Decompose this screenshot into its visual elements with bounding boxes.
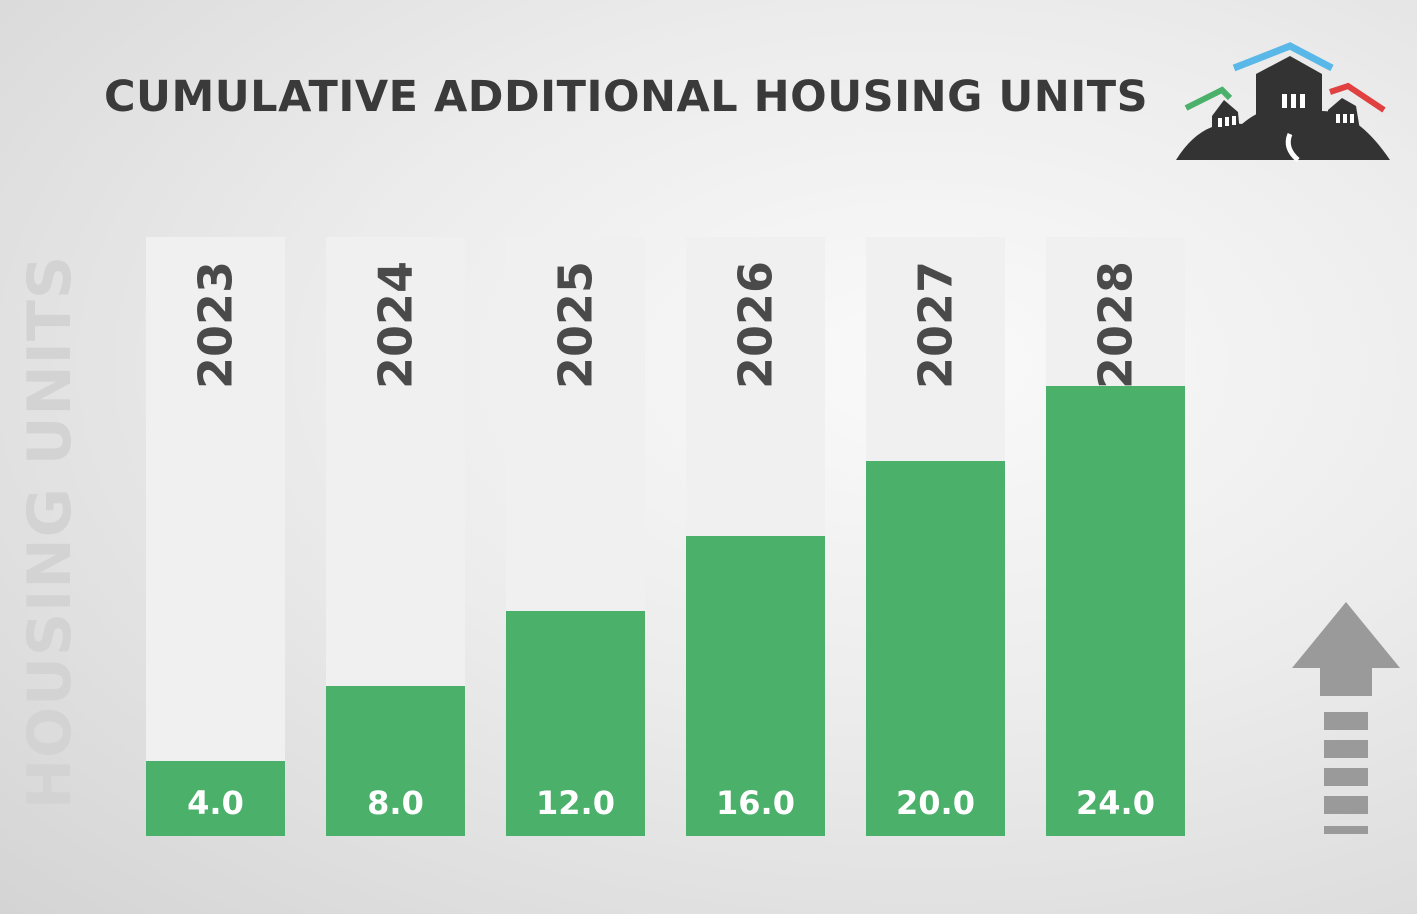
bar-2027 (866, 461, 1005, 836)
bar-2024 (326, 686, 465, 836)
bar-2025 (506, 611, 645, 836)
bar-2028 (1046, 386, 1185, 836)
houses-on-hill-logo (1176, 42, 1390, 162)
bar-2026 (686, 536, 825, 836)
chart-title: CUMULATIVE ADDITIONAL HOUSING UNITS (104, 72, 1149, 122)
value-label-2026: 16.0 (716, 784, 795, 822)
year-label-2023: 2023 (189, 261, 243, 389)
year-label-2026: 2026 (729, 261, 783, 389)
value-label-2028: 24.0 (1076, 784, 1155, 822)
value-label-2025: 12.0 (536, 784, 615, 822)
bar-2023 (146, 761, 285, 836)
value-label-2023: 4.0 (187, 784, 244, 822)
value-label-2024: 8.0 (367, 784, 424, 822)
value-label-2027: 20.0 (896, 784, 975, 822)
year-label-2028: 2028 (1089, 261, 1143, 389)
year-label-2024: 2024 (369, 261, 423, 389)
up-arrow-icon (1292, 602, 1400, 834)
year-label-2027: 2027 (909, 261, 963, 389)
year-label-2025: 2025 (549, 261, 603, 389)
bar-track (146, 237, 285, 836)
